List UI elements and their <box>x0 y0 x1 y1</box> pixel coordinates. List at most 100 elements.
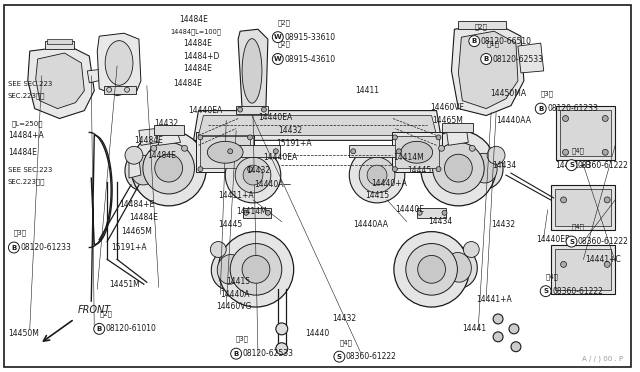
Text: B: B <box>472 38 477 44</box>
Text: 14441+B: 14441+B <box>556 161 591 170</box>
Ellipse shape <box>143 142 195 194</box>
Text: 14484+E: 14484+E <box>119 201 154 209</box>
Ellipse shape <box>211 248 249 290</box>
Ellipse shape <box>248 167 253 171</box>
Text: 14484E: 14484E <box>8 148 37 157</box>
Text: （4）: （4） <box>572 223 584 230</box>
Text: 14450MA: 14450MA <box>490 89 526 98</box>
Text: （3）: （3） <box>541 90 554 97</box>
Text: 14440EA: 14440EA <box>189 106 223 115</box>
Text: 14440+A: 14440+A <box>371 179 407 187</box>
Text: 14450M: 14450M <box>8 329 39 339</box>
Text: 08360-61222: 08360-61222 <box>552 287 603 296</box>
Circle shape <box>273 54 284 64</box>
Ellipse shape <box>273 149 278 154</box>
Text: 14460VG: 14460VG <box>216 302 252 311</box>
Circle shape <box>334 351 345 362</box>
Bar <box>236 106 268 113</box>
Text: SEC.223参照: SEC.223参照 <box>8 179 45 185</box>
Polygon shape <box>193 110 442 140</box>
Text: 14440AA: 14440AA <box>496 116 531 125</box>
Text: W: W <box>274 56 282 62</box>
Ellipse shape <box>244 210 248 215</box>
Ellipse shape <box>511 342 521 352</box>
Ellipse shape <box>351 149 356 154</box>
Ellipse shape <box>604 262 610 267</box>
Ellipse shape <box>442 210 447 215</box>
Text: （3）: （3） <box>236 336 249 342</box>
Text: 14434: 14434 <box>492 161 516 170</box>
Bar <box>559 110 611 156</box>
Circle shape <box>94 323 105 334</box>
Ellipse shape <box>392 167 397 171</box>
Ellipse shape <box>487 146 505 164</box>
Ellipse shape <box>266 210 270 215</box>
Text: 14441+A: 14441+A <box>476 295 512 304</box>
Ellipse shape <box>418 256 445 283</box>
Text: 14432: 14432 <box>246 166 270 174</box>
Ellipse shape <box>367 165 387 185</box>
Ellipse shape <box>493 332 503 342</box>
Text: （4）: （4） <box>546 273 559 280</box>
Ellipse shape <box>509 324 519 334</box>
Text: 14432: 14432 <box>278 126 302 135</box>
Text: 14434: 14434 <box>429 217 453 226</box>
Text: 14440AA: 14440AA <box>353 220 388 229</box>
Polygon shape <box>36 53 84 109</box>
Ellipse shape <box>602 116 608 122</box>
Ellipse shape <box>155 154 182 182</box>
Ellipse shape <box>436 135 441 140</box>
Bar <box>458 21 506 29</box>
Text: 08120-62533: 08120-62533 <box>243 349 294 358</box>
Ellipse shape <box>406 244 458 295</box>
Polygon shape <box>157 131 180 145</box>
Text: 14440A: 14440A <box>220 290 250 299</box>
Text: 15191+A: 15191+A <box>111 243 147 252</box>
Ellipse shape <box>417 210 422 215</box>
Text: （1）: （1） <box>486 41 499 47</box>
Bar <box>392 132 442 172</box>
Bar <box>555 248 611 290</box>
Bar <box>442 122 473 132</box>
Text: （4）: （4） <box>339 340 352 346</box>
Ellipse shape <box>228 149 233 154</box>
Text: （2）: （2） <box>474 23 487 29</box>
Ellipse shape <box>151 145 157 151</box>
Ellipse shape <box>394 232 469 307</box>
Text: 14484E: 14484E <box>184 39 212 48</box>
Text: 14484E: 14484E <box>173 79 202 88</box>
Text: 14445: 14445 <box>407 166 431 174</box>
Ellipse shape <box>438 145 445 151</box>
Ellipse shape <box>230 244 282 295</box>
Ellipse shape <box>349 147 405 203</box>
Ellipse shape <box>198 167 203 171</box>
Bar <box>550 244 615 294</box>
Ellipse shape <box>131 155 157 185</box>
Text: 14484（L=100）: 14484（L=100） <box>171 28 221 35</box>
Text: 14415: 14415 <box>365 192 389 201</box>
Polygon shape <box>129 158 141 178</box>
Text: 08120-61010: 08120-61010 <box>106 324 157 333</box>
Text: B: B <box>538 106 543 112</box>
Ellipse shape <box>243 165 263 185</box>
Text: 14414M: 14414M <box>236 207 267 216</box>
Text: （2）: （2） <box>99 311 112 317</box>
Ellipse shape <box>182 145 188 151</box>
Circle shape <box>535 103 546 114</box>
Bar <box>226 145 280 157</box>
Text: SEE SEC.223: SEE SEC.223 <box>8 167 52 173</box>
Text: 14440EA: 14440EA <box>258 113 292 122</box>
Ellipse shape <box>420 131 496 206</box>
Polygon shape <box>518 43 544 73</box>
Ellipse shape <box>276 323 288 335</box>
Bar <box>349 145 403 157</box>
Text: 14484E: 14484E <box>147 151 176 160</box>
Ellipse shape <box>436 167 441 171</box>
Bar <box>45 41 74 49</box>
Text: S: S <box>569 238 574 244</box>
Polygon shape <box>458 31 518 109</box>
Text: 08360-61222: 08360-61222 <box>578 237 629 246</box>
Text: 14411+A: 14411+A <box>218 192 254 201</box>
Ellipse shape <box>107 87 111 92</box>
Ellipse shape <box>465 147 503 189</box>
